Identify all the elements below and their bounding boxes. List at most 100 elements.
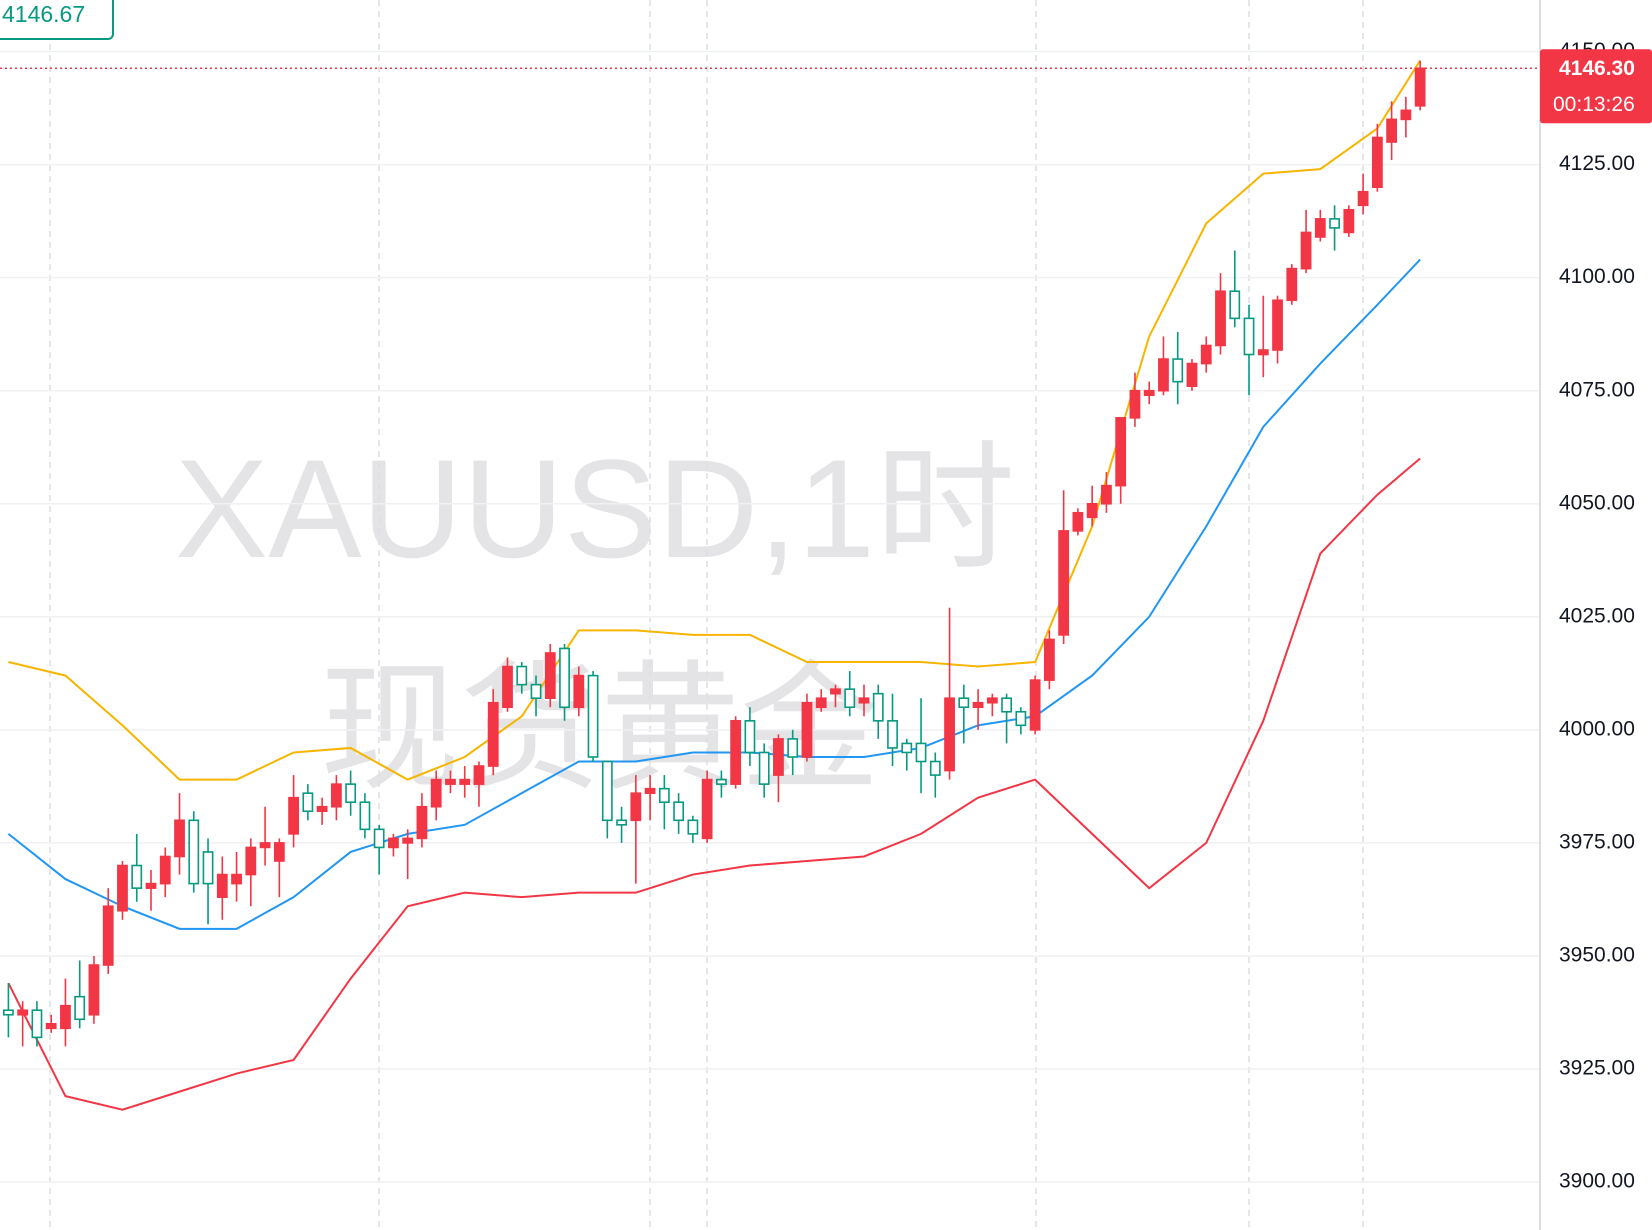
candle-body (972, 701, 984, 709)
candle-body (159, 855, 171, 885)
marker-price-label: 4146.67 (2, 1, 85, 27)
candle-body (773, 738, 784, 776)
candle-body (102, 905, 114, 966)
candle-body (673, 801, 685, 822)
candle-body (117, 864, 128, 912)
candle-body (1229, 290, 1241, 320)
candle-body (1329, 218, 1340, 229)
candle-body (644, 787, 656, 794)
y-tick-label: 3900.00 (1559, 1170, 1635, 1193)
bollinger-band (7, 258, 1421, 930)
candle-body (174, 819, 185, 858)
candle-body (1158, 358, 1169, 392)
candle-body (1143, 389, 1155, 397)
candle-body (487, 701, 499, 767)
y-tick-label: 3950.00 (1559, 944, 1635, 967)
candle-body (715, 778, 727, 785)
candle-body (259, 842, 271, 849)
candle-body (1086, 502, 1098, 519)
candle-body (1343, 209, 1355, 234)
candle-body (758, 751, 770, 785)
candle-body (373, 828, 385, 849)
candle-body (359, 801, 371, 831)
candle-body (31, 1009, 43, 1039)
candle-body (530, 683, 542, 700)
candle-body (88, 964, 100, 1016)
candle-body (288, 796, 299, 835)
candle-body (45, 1022, 57, 1030)
candle-body (701, 778, 713, 840)
y-tick-label: 4075.00 (1559, 378, 1635, 401)
y-tick-label: 4100.00 (1559, 265, 1635, 288)
candle-body (858, 697, 870, 704)
candle-body (74, 995, 86, 1021)
candle-body (516, 665, 528, 686)
candle-body (445, 778, 456, 785)
candle-body (188, 819, 200, 885)
candle-body (388, 837, 399, 849)
candle-body (929, 760, 941, 776)
candle-body (616, 819, 627, 826)
candle-body (345, 783, 357, 804)
candle-body (1286, 267, 1298, 302)
candle-body (1072, 512, 1084, 532)
bollinger-band (8, 60, 1421, 781)
candle-body (1186, 362, 1198, 387)
last-price-label: 4146.30 (1559, 57, 1635, 80)
candle-body (887, 720, 898, 749)
candle-body (1215, 290, 1226, 347)
candle-body (1115, 417, 1127, 487)
candle-body (944, 697, 955, 772)
countdown-label: 00:13:26 (1553, 93, 1635, 116)
candle-body (1414, 67, 1426, 107)
candle-body (573, 674, 585, 709)
price-axis-bg (1540, 0, 1652, 1230)
y-tick-label: 4025.00 (1559, 604, 1635, 627)
candle-body (630, 792, 642, 822)
candle-body (216, 873, 228, 898)
candle-body (601, 760, 613, 822)
candle-body (273, 842, 285, 862)
candle-body (787, 738, 799, 758)
candle-body (844, 688, 856, 709)
candle-body (1357, 190, 1369, 207)
candle-body (1200, 344, 1212, 365)
candle-body (1015, 710, 1027, 727)
candle-body (587, 674, 599, 758)
candle-body (986, 697, 998, 704)
candle-body (231, 873, 242, 885)
candle-body (1058, 530, 1070, 636)
watermark-symbol: XAUUSD,1时 (175, 430, 1015, 587)
candle-body (1272, 299, 1283, 351)
y-tick-label: 4125.00 (1559, 152, 1635, 175)
last-price-box (1540, 49, 1652, 124)
candle-body (1101, 484, 1112, 505)
candle-body (330, 783, 342, 808)
candle-body (1001, 697, 1012, 713)
candle-body (2, 1009, 14, 1016)
candle-body (658, 787, 670, 804)
candle-body (1257, 349, 1269, 356)
y-tick-label: 3925.00 (1559, 1057, 1635, 1080)
y-tick-label: 3975.00 (1559, 830, 1635, 853)
candle-body (872, 692, 884, 722)
candle-body (801, 701, 813, 758)
candle-body (459, 778, 471, 785)
candle-body (544, 652, 556, 700)
candle-body (17, 1009, 29, 1016)
candle-body (60, 1004, 71, 1030)
bollinger-band (7, 457, 1421, 1111)
candle-body (1400, 109, 1412, 121)
candle-body (145, 882, 157, 889)
candle-body (131, 864, 143, 889)
candle-body (416, 805, 428, 840)
y-tick-label: 4050.00 (1559, 491, 1635, 514)
candle-body (1300, 231, 1312, 270)
candle-body (1129, 389, 1141, 419)
watermark-name: 现货黄金 (320, 650, 880, 807)
candle-body (1386, 118, 1398, 143)
candle-body (744, 720, 756, 754)
candle-body (1029, 679, 1041, 731)
